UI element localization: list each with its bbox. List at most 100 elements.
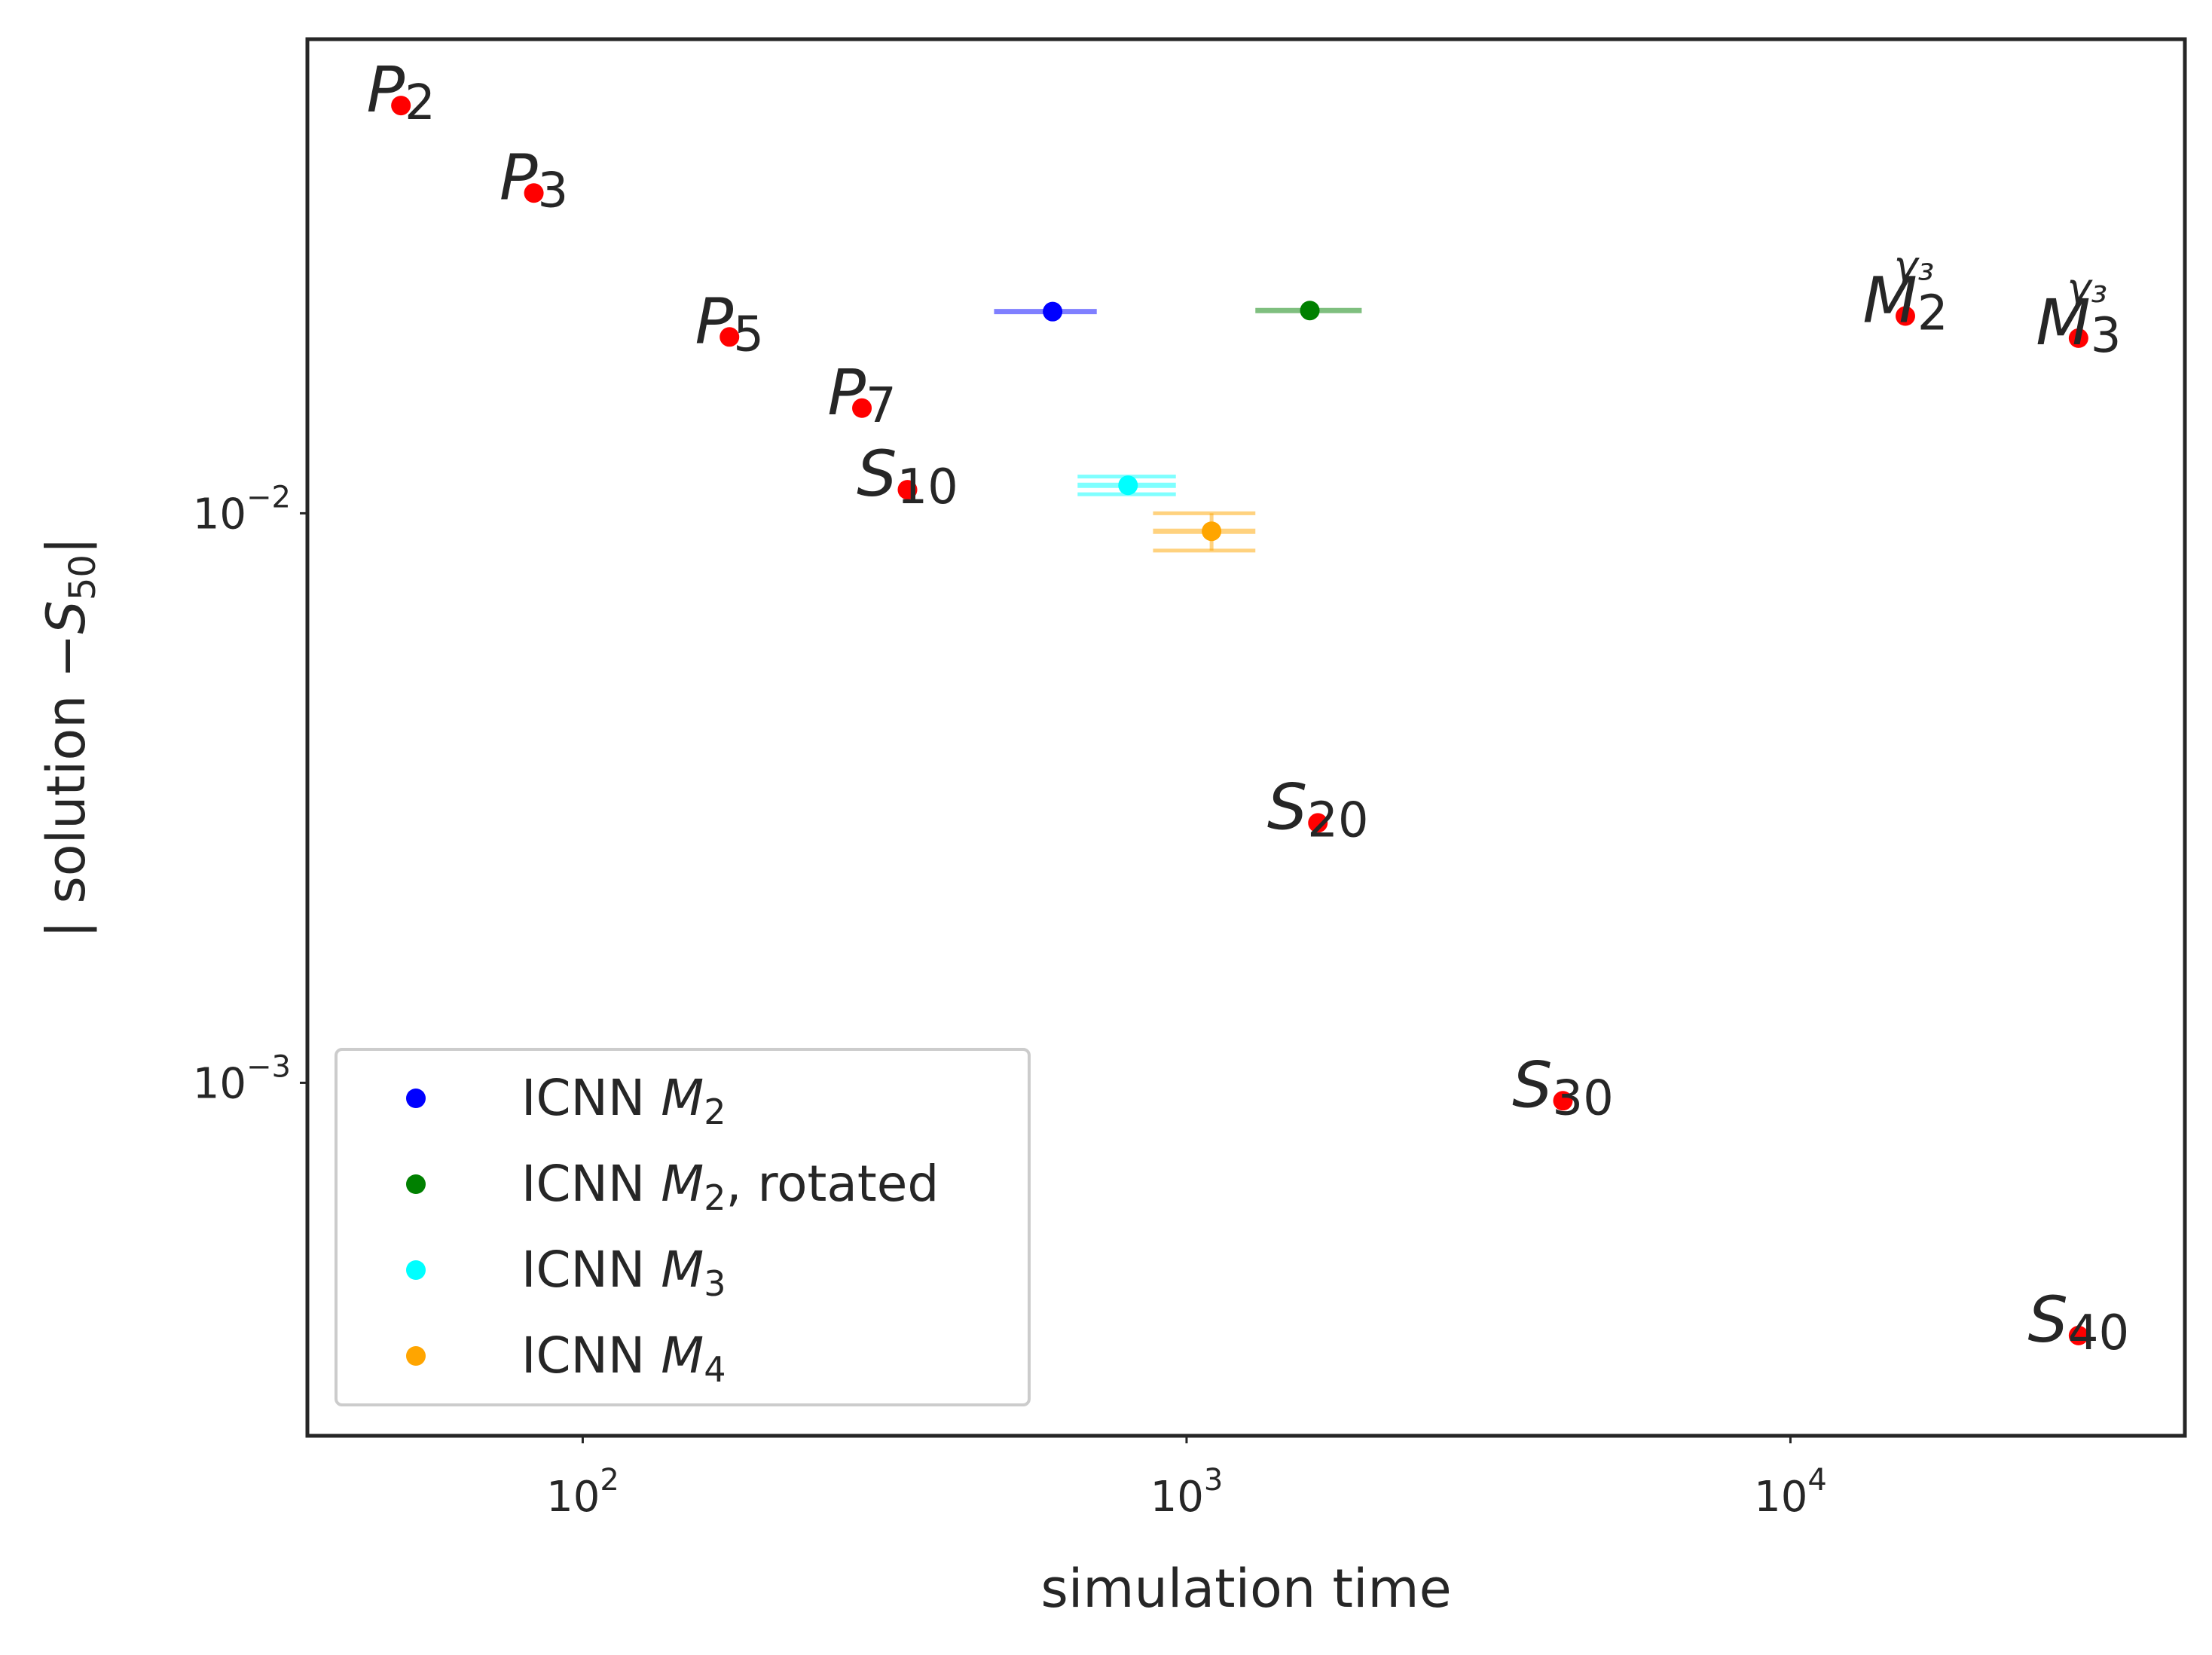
legend-label-prefix: ICNN (521, 1241, 661, 1299)
legend-label-suffix: , rotated (726, 1155, 939, 1213)
legend-box (335, 1048, 1031, 1406)
series-point (1118, 475, 1138, 496)
tick-exponent: −2 (246, 480, 291, 515)
x-tick-label-1: 102 (546, 1463, 619, 1522)
tick-base: 10 (1754, 1473, 1807, 1522)
point-label-symbol: P (500, 140, 538, 214)
y-axis-label-symbol: S (35, 600, 97, 634)
point-label-superscript: γ₃ (1894, 243, 1935, 290)
legend-label-symbol: M (661, 1069, 704, 1127)
legend-marker (406, 1174, 426, 1194)
tick-base: 10 (193, 1059, 246, 1108)
point-label-subscript: 3 (538, 163, 569, 218)
legend-item-1: ICNN M2 (406, 1069, 726, 1132)
point-label-symbol: P (827, 356, 866, 429)
reference-marker (1553, 1091, 1573, 1111)
point-label: M2γ₃ (1862, 243, 1948, 342)
reference-point-4: P7 (827, 356, 896, 434)
legend-label-subscript: 3 (704, 1263, 726, 1304)
point-label-symbol: S (1267, 770, 1307, 844)
point-label-symbol: M (1862, 264, 1917, 337)
legend-label-subscript: 2 (704, 1092, 726, 1132)
legend-label-symbol: M (661, 1241, 704, 1299)
legend-label-symbol: M (661, 1327, 704, 1385)
point-label-symbol: S (2027, 1283, 2067, 1357)
reference-point-5: S10 (857, 437, 958, 515)
reference-marker (2068, 1325, 2088, 1345)
x-axis-label: simulation time (1040, 1558, 1451, 1620)
series-3 (1077, 475, 1176, 496)
series-2 (1255, 301, 1362, 321)
reference-point-7: S30 (1512, 1048, 1614, 1126)
tick-base: 10 (546, 1473, 600, 1522)
point-label-subscript: 2 (405, 75, 435, 131)
point-label: P5 (695, 284, 764, 362)
y-axis-label-prefix: | solution − (35, 634, 97, 939)
legend-label-prefix: ICNN (521, 1069, 661, 1127)
reference-point-8: M2γ₃ (1862, 243, 1948, 342)
series-point (1300, 301, 1320, 321)
reference-marker (391, 96, 411, 116)
legend-marker (406, 1089, 426, 1108)
point-label-symbol: P (695, 284, 734, 358)
reference-marker (1308, 813, 1328, 833)
y-axis-label-suffix: | (35, 536, 97, 554)
point-label-subscript: 30 (1552, 1070, 1613, 1126)
y-tick-label-1: 10−2 (193, 480, 291, 539)
legend-item-4: ICNN M4 (406, 1327, 726, 1390)
point-label-symbol: M (2036, 286, 2090, 359)
tick-base: 10 (1150, 1473, 1204, 1522)
point-label-superscript: γ₃ (2067, 264, 2107, 312)
point-label: S20 (1267, 770, 1369, 848)
point-label: P7 (827, 356, 896, 434)
series-point (1043, 301, 1063, 322)
reference-point-6: S20 (1267, 770, 1369, 848)
reference-marker (897, 480, 918, 500)
reference-marker (720, 327, 740, 347)
legend-label-symbol: M (661, 1155, 704, 1213)
point-label: S30 (1512, 1048, 1614, 1126)
point-label-subscript: 2 (1917, 286, 1948, 342)
tick-exponent: 4 (1807, 1463, 1826, 1498)
point-label: S40 (2027, 1283, 2129, 1361)
point-label-subscript: 7 (866, 378, 897, 434)
point-label-subscript: 10 (897, 460, 958, 515)
tick-exponent: 3 (1204, 1463, 1223, 1498)
point-label-subscript: 3 (2091, 308, 2122, 364)
point-label-subscript: 5 (733, 307, 764, 362)
reference-point-3: P5 (695, 284, 764, 362)
tick-exponent: −3 (246, 1049, 291, 1084)
legend-marker (406, 1346, 426, 1366)
reference-point-2: P3 (500, 140, 568, 218)
series-point (1202, 521, 1222, 542)
reference-marker (852, 398, 872, 418)
point-label: P2 (366, 53, 435, 131)
point-label-subscript: 40 (2068, 1305, 2129, 1361)
y-tick-label-2: 10−3 (193, 1049, 291, 1108)
y-axis-label-subscript: 50 (62, 554, 104, 600)
point-label: M3γ₃ (2036, 264, 2121, 364)
legend-label: ICNN M2 (521, 1069, 726, 1132)
tick-exponent: 2 (600, 1463, 619, 1498)
legend-item-2: ICNN M2, rotated (406, 1155, 939, 1218)
reference-point-9: M3γ₃ (2036, 264, 2121, 364)
legend-label-prefix: ICNN (521, 1327, 661, 1385)
series-4 (1153, 511, 1256, 553)
legend-label: ICNN M2, rotated (521, 1155, 939, 1218)
legend-label: ICNN M3 (521, 1241, 726, 1304)
point-label-symbol: S (1512, 1048, 1552, 1122)
reference-marker (1895, 306, 1915, 326)
legend-label: ICNN M4 (521, 1327, 726, 1390)
point-label-subscript: 20 (1307, 792, 1368, 848)
point-label-symbol: S (857, 437, 897, 511)
point-label: P3 (500, 140, 568, 218)
reference-point-10: S40 (2027, 1283, 2129, 1361)
legend-item-3: ICNN M3 (406, 1241, 726, 1304)
x-tick-label-2: 103 (1150, 1463, 1224, 1522)
point-label-symbol: P (366, 53, 405, 127)
